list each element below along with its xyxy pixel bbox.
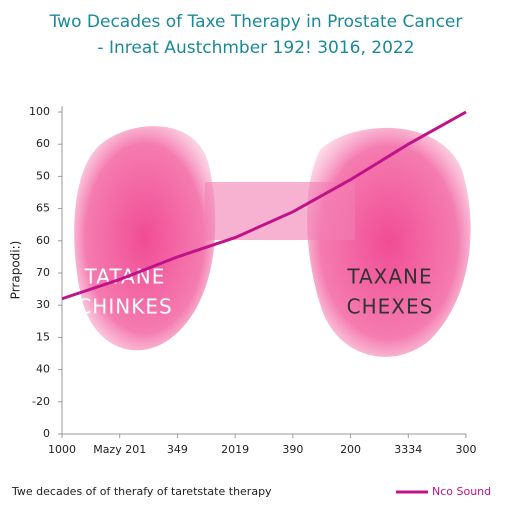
annotation: TAXANE (346, 265, 432, 289)
y-tick-label: 30 (36, 298, 50, 311)
x-tick-label: 1000 (48, 443, 76, 456)
x-tick-label: 390 (282, 443, 303, 456)
chart-title: Two Decades of Taxe Therapy in Prostate … (49, 12, 463, 32)
y-tick-label: 15 (36, 330, 50, 343)
blob (74, 126, 216, 351)
y-tick-label: 60 (36, 137, 50, 150)
y-tick-label: 100 (29, 105, 50, 118)
y-tick-label: 40 (36, 363, 50, 376)
y-tick-label: -20 (32, 395, 50, 408)
y-tick-label: 0 (43, 427, 50, 440)
line (61, 110, 467, 301)
x-tick-label: 3334 (394, 443, 422, 456)
y-tick-label: 60 (36, 234, 50, 247)
y-tick-label: 50 (36, 169, 50, 182)
x-tick-label: 200 (340, 443, 361, 456)
legend-label: Nco Sound (432, 485, 491, 498)
y-tick-label: 65 (36, 202, 50, 215)
y-axis-label: Prrapodi:) (9, 241, 23, 300)
x-tick-label: Mazy 201 (93, 443, 146, 456)
x-tick-label: 300 (456, 443, 477, 456)
blob (307, 127, 471, 357)
x-tick-label: 349 (167, 443, 188, 456)
chart-subtitle: - Inreat Austchmber 192! 3016, 2022 (97, 38, 414, 58)
y-tick-label: 70 (36, 266, 50, 279)
x-tick-label: 2019 (221, 443, 249, 456)
footer: Twe decades of of therafy of taretstate … (11, 485, 272, 498)
annotation: CHINKES (77, 295, 172, 319)
annotation: CHEXES (347, 295, 434, 319)
